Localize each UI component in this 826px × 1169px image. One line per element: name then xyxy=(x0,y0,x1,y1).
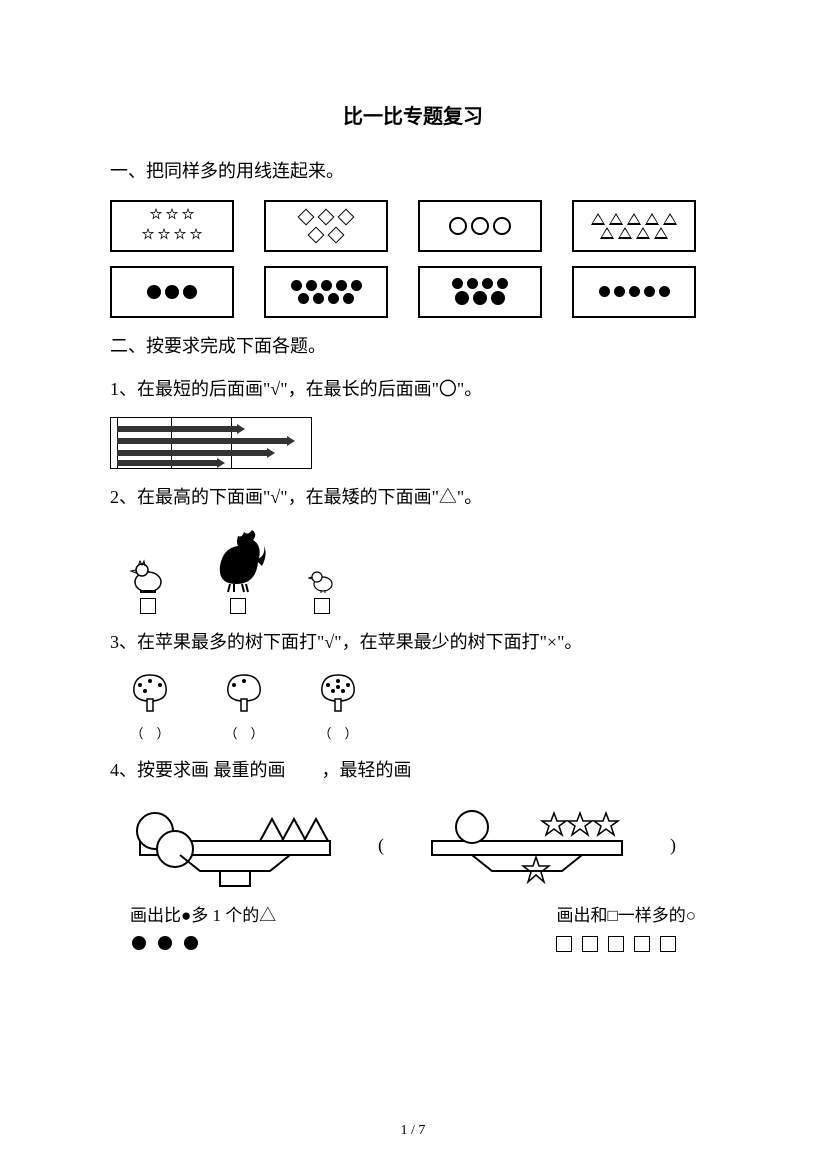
q1-box xyxy=(418,266,542,318)
page-title: 比一比专题复习 xyxy=(110,100,716,129)
q1-box xyxy=(264,266,388,318)
tree-paren[interactable]: （ ） xyxy=(130,723,169,742)
q2-1-text: 1、在最短的后面画"√"，在最长的后面画"〇"。 xyxy=(110,375,716,404)
q1-box xyxy=(110,266,234,318)
chick-icon xyxy=(308,566,336,594)
checkbox[interactable] xyxy=(314,598,330,614)
q2-heading: 二、按要求完成下面各题。 xyxy=(110,332,716,361)
balance-paren: ) xyxy=(670,835,676,856)
q2-4-text: 4、按要求画 最重的画 ，最轻的画 xyxy=(110,756,716,785)
draw-prompt-row: 画出比●多 1 个的△ 画出和□一样多的○ xyxy=(130,901,696,926)
q1-box xyxy=(418,200,542,252)
rooster-icon xyxy=(208,526,268,594)
checkbox[interactable] xyxy=(230,598,246,614)
balance-paren: ( xyxy=(378,835,384,856)
tree-paren[interactable]: （ ） xyxy=(224,723,263,742)
balance-row: ( ) xyxy=(120,801,716,891)
q1-bottom-row xyxy=(110,266,716,318)
tree-paren[interactable]: （ ） xyxy=(318,723,357,742)
draw-left-label: 画出比●多 1 个的△ xyxy=(130,901,276,926)
q1-top-row xyxy=(110,200,716,252)
pencils-figure xyxy=(110,417,312,469)
q1-box xyxy=(572,200,696,252)
trees-row: （ ） （ ） （ ） xyxy=(128,671,716,742)
tree-item: （ ） xyxy=(128,671,172,742)
q1-box xyxy=(110,200,234,252)
q1-box xyxy=(264,200,388,252)
q1-heading: 一、把同样多的用线连起来。 xyxy=(110,157,716,186)
q2-3-text: 3、在苹果最多的树下面打"√"，在苹果最少的树下面打"×"。 xyxy=(110,628,716,657)
balance-left-icon xyxy=(120,801,350,891)
checkbox[interactable] xyxy=(140,598,156,614)
hen-icon xyxy=(128,556,168,594)
tree-item: （ ） xyxy=(316,671,360,742)
q1-box xyxy=(572,266,696,318)
five-squares xyxy=(556,936,676,952)
tree-item: （ ） xyxy=(222,671,266,742)
draw-right-label: 画出和□一样多的○ xyxy=(556,901,696,926)
animals-row xyxy=(128,526,716,614)
three-dots xyxy=(132,936,198,952)
balance-right-icon xyxy=(412,801,642,891)
page-number: 1 / 7 xyxy=(0,1123,826,1139)
q2-2-text: 2、在最高的下面画"√"，在最矮的下面画"△"。 xyxy=(110,483,716,512)
